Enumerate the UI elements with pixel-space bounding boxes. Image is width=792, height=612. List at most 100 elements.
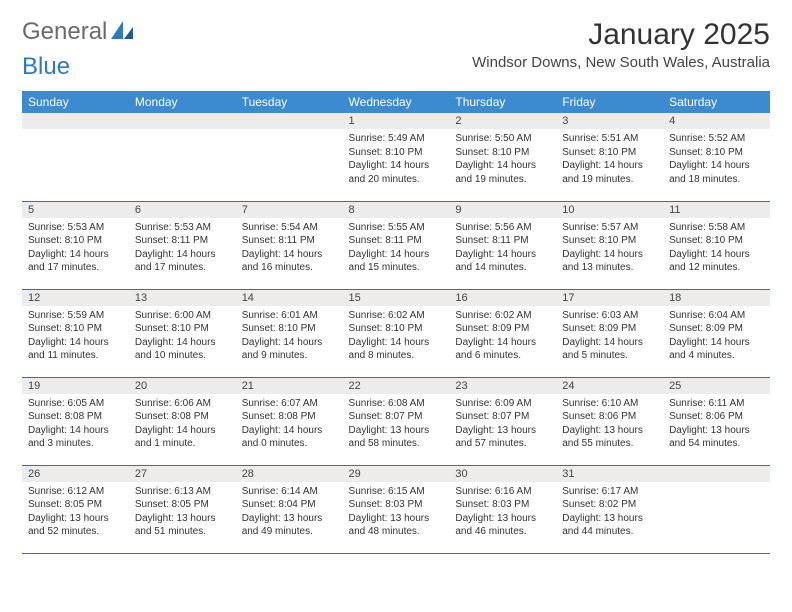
day-content: Sunrise: 6:16 AMSunset: 8:03 PMDaylight:… [449, 482, 556, 543]
calendar-day-cell [22, 113, 129, 201]
day-info-line: and 52 minutes. [28, 525, 123, 539]
calendar-day-cell: 7Sunrise: 5:54 AMSunset: 8:11 PMDaylight… [236, 201, 343, 289]
day-info-line: Sunset: 8:03 PM [455, 498, 550, 512]
day-info-line: Sunset: 8:10 PM [562, 146, 657, 160]
day-info-line: Daylight: 14 hours [135, 248, 230, 262]
calendar-day-cell: 20Sunrise: 6:06 AMSunset: 8:08 PMDayligh… [129, 377, 236, 465]
day-info-line: Sunset: 8:07 PM [349, 410, 444, 424]
day-info-line: and 11 minutes. [28, 349, 123, 363]
day-content: Sunrise: 6:09 AMSunset: 8:07 PMDaylight:… [449, 394, 556, 455]
day-number: 9 [449, 202, 556, 218]
day-info-line: Sunset: 8:10 PM [349, 146, 444, 160]
day-number: 10 [556, 202, 663, 218]
day-number: 12 [22, 290, 129, 306]
day-content: Sunrise: 5:55 AMSunset: 8:11 PMDaylight:… [343, 218, 450, 279]
weekday-header: Wednesday [343, 91, 450, 113]
weekday-header: Friday [556, 91, 663, 113]
day-info-line: Sunset: 8:10 PM [135, 322, 230, 336]
day-info-line: Daylight: 14 hours [562, 159, 657, 173]
day-number: 6 [129, 202, 236, 218]
day-number: 17 [556, 290, 663, 306]
day-info-line: Sunrise: 5:54 AM [242, 221, 337, 235]
day-content: Sunrise: 6:02 AMSunset: 8:10 PMDaylight:… [343, 306, 450, 367]
calendar-day-cell: 5Sunrise: 5:53 AMSunset: 8:10 PMDaylight… [22, 201, 129, 289]
day-content: Sunrise: 5:50 AMSunset: 8:10 PMDaylight:… [449, 129, 556, 190]
weekday-header: Tuesday [236, 91, 343, 113]
day-info-line: and 14 minutes. [455, 261, 550, 275]
day-info-line: Daylight: 14 hours [28, 424, 123, 438]
day-info-line: Daylight: 14 hours [28, 336, 123, 350]
brand-part1: General [22, 18, 107, 46]
day-info-line: Daylight: 13 hours [455, 512, 550, 526]
day-info-line: and 44 minutes. [562, 525, 657, 539]
day-info-line: and 19 minutes. [562, 173, 657, 187]
day-content: Sunrise: 5:53 AMSunset: 8:11 PMDaylight:… [129, 218, 236, 279]
day-info-line: Sunrise: 6:04 AM [669, 309, 764, 323]
day-info-line: Sunrise: 6:17 AM [562, 485, 657, 499]
day-number: 5 [22, 202, 129, 218]
day-info-line: Daylight: 13 hours [455, 424, 550, 438]
day-info-line: Daylight: 14 hours [242, 336, 337, 350]
day-info-line: Sunrise: 6:09 AM [455, 397, 550, 411]
day-number: 26 [22, 466, 129, 482]
day-info-line: and 1 minute. [135, 437, 230, 451]
day-info-line: and 17 minutes. [135, 261, 230, 275]
day-info-line: Daylight: 13 hours [135, 512, 230, 526]
calendar-day-cell: 3 Sunrise: 5:51 AMSunset: 8:10 PMDaylight… [556, 113, 663, 201]
calendar-day-cell: 9Sunrise: 5:56 AMSunset: 8:11 PMDaylight… [449, 201, 556, 289]
title-block: January 2025 Windsor Downs, New South Wa… [472, 18, 770, 71]
day-info-line: and 16 minutes. [242, 261, 337, 275]
calendar-week-row: 26Sunrise: 6:12 AMSunset: 8:05 PMDayligh… [22, 465, 770, 553]
day-info-line: Sunrise: 6:02 AM [455, 309, 550, 323]
day-info-line: and 18 minutes. [669, 173, 764, 187]
day-info-line: Sunrise: 5:59 AM [28, 309, 123, 323]
day-content [129, 129, 236, 136]
day-info-line: Daylight: 14 hours [349, 248, 444, 262]
day-info-line: Sunrise: 6:06 AM [135, 397, 230, 411]
day-number: 3 [556, 113, 663, 129]
day-info-line: and 55 minutes. [562, 437, 657, 451]
day-info-line: and 51 minutes. [135, 525, 230, 539]
calendar-day-cell: 10Sunrise: 5:57 AMSunset: 8:10 PMDayligh… [556, 201, 663, 289]
day-info-line: Daylight: 14 hours [562, 248, 657, 262]
calendar-day-cell: 25Sunrise: 6:11 AMSunset: 8:06 PMDayligh… [663, 377, 770, 465]
calendar-day-cell: 15Sunrise: 6:02 AMSunset: 8:10 PMDayligh… [343, 289, 450, 377]
day-info-line: and 0 minutes. [242, 437, 337, 451]
day-content: Sunrise: 5:57 AMSunset: 8:10 PMDaylight:… [556, 218, 663, 279]
day-content: Sunrise: 6:02 AMSunset: 8:09 PMDaylight:… [449, 306, 556, 367]
day-number: 7 [236, 202, 343, 218]
day-info-line: Sunrise: 6:11 AM [669, 397, 764, 411]
day-content: Sunrise: 6:03 AMSunset: 8:09 PMDaylight:… [556, 306, 663, 367]
weekday-header: Saturday [663, 91, 770, 113]
day-info-line: Sunrise: 5:51 AM [562, 132, 657, 146]
location-text: Windsor Downs, New South Wales, Australi… [472, 54, 770, 71]
day-content: Sunrise: 5:49 AMSunset: 8:10 PMDaylight:… [343, 129, 450, 190]
day-info-line: Daylight: 14 hours [562, 336, 657, 350]
calendar-day-cell: 16Sunrise: 6:02 AMSunset: 8:09 PMDayligh… [449, 289, 556, 377]
day-info-line: Sunrise: 6:14 AM [242, 485, 337, 499]
day-info-line: Sunset: 8:11 PM [455, 234, 550, 248]
day-number: 14 [236, 290, 343, 306]
day-info-line: Sunrise: 5:57 AM [562, 221, 657, 235]
calendar-day-cell: 26Sunrise: 6:12 AMSunset: 8:05 PMDayligh… [22, 465, 129, 553]
day-info-line: and 13 minutes. [562, 261, 657, 275]
calendar-week-row: 19Sunrise: 6:05 AMSunset: 8:08 PMDayligh… [22, 377, 770, 465]
calendar-day-cell: 8Sunrise: 5:55 AMSunset: 8:11 PMDaylight… [343, 201, 450, 289]
day-number: 15 [343, 290, 450, 306]
day-info-line: Sunset: 8:05 PM [135, 498, 230, 512]
day-number: 31 [556, 466, 663, 482]
day-content: Sunrise: 6:10 AMSunset: 8:06 PMDaylight:… [556, 394, 663, 455]
calendar-day-cell: 21Sunrise: 6:07 AMSunset: 8:08 PMDayligh… [236, 377, 343, 465]
day-info-line: Daylight: 13 hours [349, 512, 444, 526]
day-info-line: and 19 minutes. [455, 173, 550, 187]
weekday-row: SundayMondayTuesdayWednesdayThursdayFrid… [22, 91, 770, 113]
day-number: 1 [343, 113, 450, 129]
day-info-line: Sunset: 8:11 PM [242, 234, 337, 248]
day-info-line: Sunrise: 6:01 AM [242, 309, 337, 323]
day-info-line: Sunset: 8:10 PM [669, 146, 764, 160]
calendar-day-cell: 24Sunrise: 6:10 AMSunset: 8:06 PMDayligh… [556, 377, 663, 465]
day-info-line: Sunset: 8:03 PM [349, 498, 444, 512]
calendar-day-cell: 6Sunrise: 5:53 AMSunset: 8:11 PMDaylight… [129, 201, 236, 289]
day-content: Sunrise: 5:53 AMSunset: 8:10 PMDaylight:… [22, 218, 129, 279]
day-info-line: and 17 minutes. [28, 261, 123, 275]
